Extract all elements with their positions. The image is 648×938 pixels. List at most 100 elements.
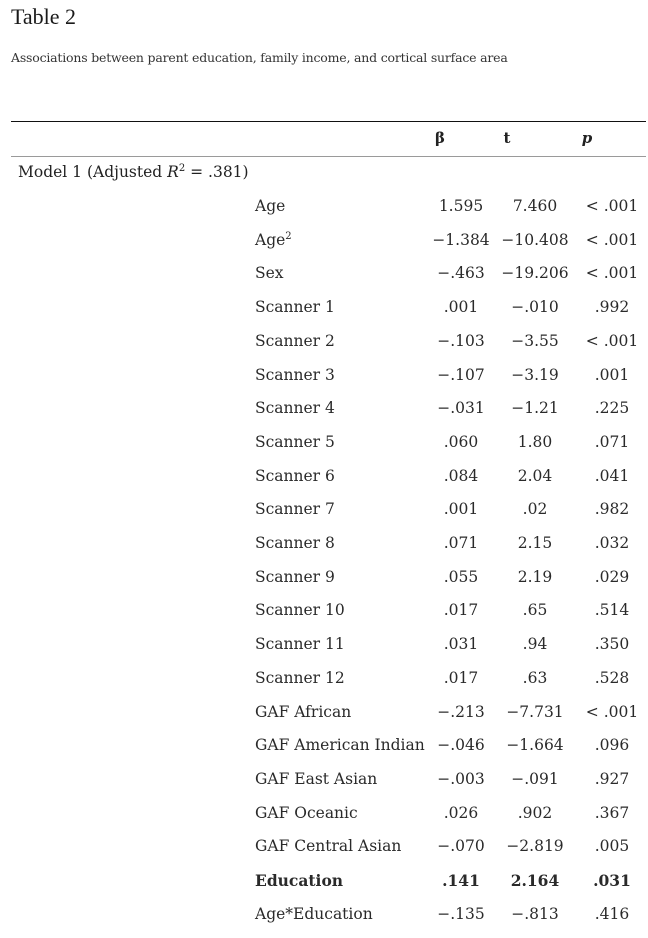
p-cell: .350	[594, 635, 630, 654]
row-label-text: Sex	[255, 264, 284, 283]
p-cell: .514	[594, 601, 630, 620]
p-cell: .992	[594, 298, 630, 317]
row-label-text: Age	[255, 197, 286, 215]
table-row: Sex −.463 −19.206 < .001	[0, 264, 648, 298]
t-cell: 7.460	[512, 197, 558, 215]
p-cell: .982	[594, 500, 630, 519]
row-label: Scanner 3	[255, 366, 335, 384]
p-cell: .001	[594, 365, 630, 384]
table-row: Scanner 12 .017 .63 .528	[0, 669, 648, 703]
table-row: GAF American Indian −.046 −1.664 .096	[0, 736, 648, 770]
p-cell: .041	[594, 466, 630, 485]
beta-cell: −.213	[437, 702, 485, 721]
row-label-text: Scanner 7	[255, 500, 335, 519]
p-cell: .225	[594, 399, 630, 418]
p-cell: .367	[594, 803, 630, 822]
p-cell: .071	[594, 432, 630, 451]
t-cell: .65	[522, 601, 548, 620]
table-row: Scanner 3 −.107 −3.19 .001	[0, 366, 648, 400]
t-cell: .902	[517, 803, 553, 822]
row-label: Age2	[255, 231, 292, 249]
beta-cell: −.003	[437, 769, 485, 788]
beta-cell: −.046	[437, 736, 485, 755]
t-cell: .63	[522, 668, 548, 687]
beta-cell: −.103	[437, 331, 485, 350]
row-label-text: Scanner 11	[255, 635, 345, 654]
row-label-text: Scanner 3	[255, 365, 335, 384]
beta-cell: .060	[443, 432, 479, 451]
row-label: GAF American Indian	[255, 736, 425, 754]
beta-cell: .017	[443, 601, 479, 620]
p-cell: .029	[594, 567, 630, 586]
beta-cell: 1.595	[438, 197, 484, 215]
row-label: Scanner 1	[255, 298, 335, 316]
p-cell: .416	[594, 904, 630, 923]
t-cell: −3.19	[511, 365, 559, 384]
table-row: GAF Central Asian −.070 −2.819 .005	[0, 837, 648, 871]
table-row: Age 1.595 7.460 < .001	[0, 197, 648, 231]
row-label: Scanner 5	[255, 433, 335, 451]
t-cell: −1.21	[511, 399, 559, 418]
row-label: Age	[255, 197, 285, 215]
table-title: Table 2	[11, 4, 77, 29]
p-cell: < .001	[585, 264, 639, 283]
row-label: GAF African	[255, 703, 351, 721]
beta-cell: −1.384	[432, 230, 490, 249]
p-cell: < .001	[585, 331, 639, 350]
row-label: Scanner 7	[255, 500, 335, 518]
table-row: Scanner 7 .001 .02 .982	[0, 500, 648, 534]
header-rule	[11, 156, 646, 157]
row-label: Scanner 12	[255, 669, 345, 687]
row-label-text: GAF East Asian	[255, 769, 378, 788]
t-cell: 2.15	[517, 534, 553, 552]
beta-cell: .141	[442, 871, 480, 890]
top-rule	[11, 121, 646, 122]
row-label: GAF Central Asian	[255, 837, 401, 855]
t-cell: −1.664	[506, 736, 564, 755]
t-cell: −19.206	[501, 264, 569, 283]
t-cell: 1.80	[517, 432, 553, 451]
p-cell: .528	[594, 668, 630, 687]
model-suffix: = .381)	[185, 163, 249, 182]
row-label-text: Scanner 6	[255, 466, 335, 485]
t-cell: .02	[522, 500, 548, 519]
model-prefix: Model 1 (Adjusted	[18, 163, 168, 182]
row-label: Scanner 9	[255, 568, 335, 586]
beta-cell: .071	[443, 534, 479, 552]
row-label-text: Age	[255, 230, 286, 249]
table-row: Scanner 9 .055 2.19 .029	[0, 568, 648, 602]
row-label: Education	[255, 871, 343, 890]
p-cell: < .001	[585, 230, 639, 249]
column-header-t: t	[503, 129, 511, 147]
beta-cell: .017	[443, 668, 479, 687]
table-row: Scanner 6 .084 2.04 .041	[0, 467, 648, 501]
table-row: Age2 −1.384 −10.408 < .001	[0, 231, 648, 265]
row-label: GAF Oceanic	[255, 804, 358, 822]
table-row: GAF Oceanic .026 .902 .367	[0, 804, 648, 838]
row-label-text: Age*Education	[255, 904, 373, 923]
model-r: R	[167, 163, 179, 182]
t-cell: 2.19	[517, 567, 553, 586]
row-label-text: GAF Oceanic	[255, 803, 358, 822]
row-label: Scanner 4	[255, 399, 335, 417]
row-label: Age*Education	[255, 905, 373, 923]
table-row: Scanner 4 −.031 −1.21 .225	[0, 399, 648, 433]
t-cell: .94	[522, 635, 548, 654]
t-cell: −.813	[511, 904, 559, 923]
table-row: GAF African −.213 −7.731 < .001	[0, 703, 648, 737]
beta-cell: −.135	[437, 904, 485, 923]
row-label-text: GAF Central Asian	[255, 837, 402, 856]
beta-cell: .026	[443, 803, 479, 822]
p-cell: .031	[593, 871, 631, 890]
row-label: Scanner 10	[255, 601, 345, 619]
column-header-beta: β	[435, 129, 445, 147]
model-heading: Model 1 (Adjusted R2 = .381)	[18, 163, 249, 181]
row-label-text: GAF African	[255, 702, 352, 721]
p-cell: .927	[594, 769, 630, 788]
row-label-superscript: 2	[285, 230, 292, 242]
table-row: Scanner 11 .031 .94 .350	[0, 635, 648, 669]
beta-cell: −.070	[437, 837, 485, 856]
row-label-text: Scanner 8	[255, 534, 335, 552]
table-row: Scanner 5 .060 1.80 .071	[0, 433, 648, 467]
row-label: Scanner 8	[255, 534, 335, 552]
